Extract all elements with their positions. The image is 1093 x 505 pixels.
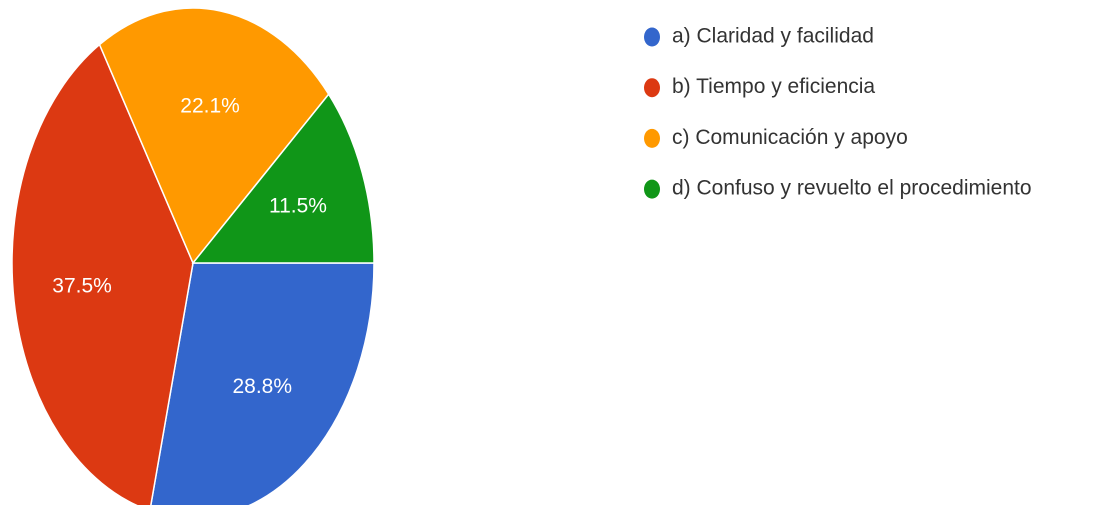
legend-label: c) Comunicación y apoyo: [672, 126, 908, 149]
pie-slice: [150, 262, 375, 505]
pie-slice: [11, 43, 194, 505]
slice-label: 22.1%: [180, 94, 240, 117]
slice-label: 37.5%: [52, 274, 112, 297]
slice-label: 11.5%: [269, 195, 327, 218]
legend-swatch: [644, 128, 660, 148]
legend-swatch: [644, 78, 660, 98]
legend-swatch: [644, 27, 660, 47]
pie-slice: [191, 92, 375, 264]
legend-label: d) Confuso y revuelto el procedimiento: [672, 177, 1032, 200]
pie-slice: [98, 7, 330, 265]
legend-label: b) Tiempo y eficiencia: [672, 75, 875, 98]
legend-swatch: [644, 179, 660, 199]
slice-label: 28.8%: [232, 375, 292, 398]
legend-label: a) Claridad y facilidad: [672, 25, 874, 48]
